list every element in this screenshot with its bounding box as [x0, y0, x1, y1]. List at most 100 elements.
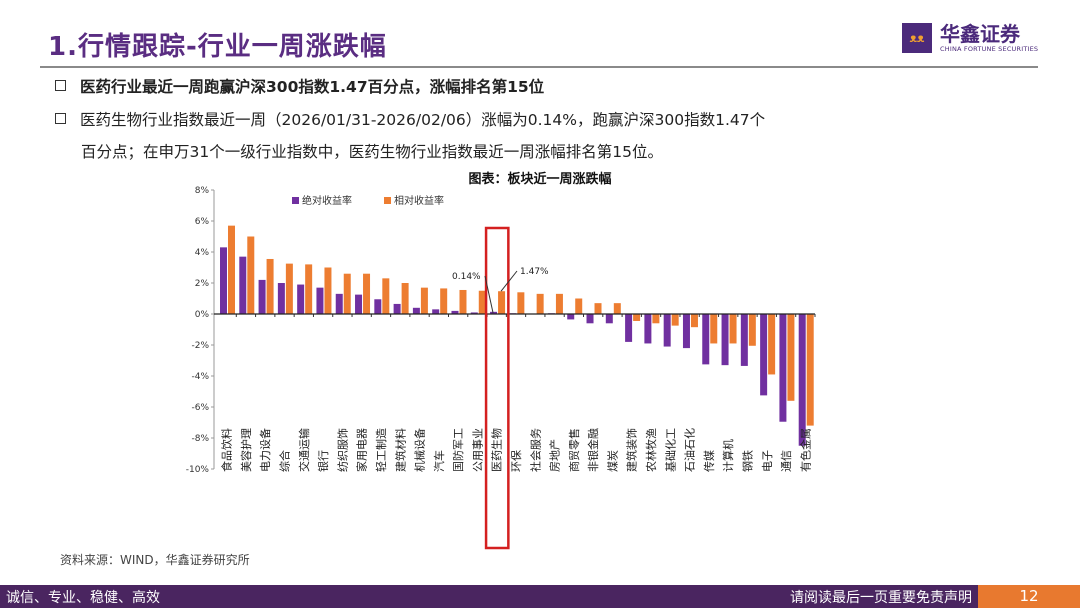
x-tick-label: 综合	[278, 450, 292, 472]
bullet-1: 医药行业最近一周跑赢沪深300指数1.47百分点，涨幅排名第15位	[55, 71, 544, 103]
x-tick-label: 机械设备	[413, 428, 427, 472]
bar-relative	[382, 278, 390, 314]
x-tick-label: 煤炭	[606, 450, 619, 472]
annotation-relative: 1.47%	[520, 267, 549, 277]
y-tick-label: -4%	[191, 372, 209, 382]
x-tick-label: 非银金融	[586, 428, 600, 472]
x-tick-label: 公用事业	[471, 428, 484, 472]
bar-relative	[652, 314, 660, 324]
bar-absolute	[470, 312, 478, 314]
bar-absolute	[644, 314, 652, 344]
bar-absolute	[760, 314, 768, 396]
bar-relative	[671, 314, 679, 326]
bar-relative	[768, 314, 776, 375]
x-tick-label: 交通运输	[297, 428, 311, 472]
bar-relative	[266, 258, 274, 314]
annotation-leader	[500, 270, 518, 292]
bar-absolute	[567, 314, 575, 320]
x-tick-label: 环保	[509, 450, 523, 472]
legend-swatch	[292, 197, 299, 204]
bar-relative	[806, 314, 814, 426]
bar-absolute	[682, 314, 690, 349]
x-tick-label: 计算机	[721, 439, 735, 472]
page-number: 12	[978, 585, 1080, 608]
bar-relative	[575, 298, 583, 314]
bar-relative	[710, 314, 718, 344]
bar-absolute	[721, 314, 729, 366]
bar-relative	[440, 288, 448, 314]
highlight-box	[484, 226, 510, 550]
y-tick-label: -2%	[191, 341, 209, 351]
bar-relative	[594, 303, 602, 314]
bar-absolute	[702, 314, 710, 365]
bullet-2: 医药生物行业指数最近一周（2026/01/31-2026/02/06）涨幅为0.…	[55, 104, 955, 168]
y-tick-label: 6%	[195, 217, 210, 227]
bullet-text-cont: 百分点；在申万31个一级行业指数中，医药生物行业指数最近一周涨幅排名第15位。	[81, 143, 663, 161]
x-tick-label: 石油石化	[683, 428, 697, 472]
bar-absolute	[490, 311, 498, 314]
x-tick-label: 农林牧渔	[644, 428, 658, 472]
bar-absolute	[239, 256, 247, 314]
bar-relative	[324, 267, 332, 314]
bar-relative	[478, 290, 486, 314]
x-tick-label: 电力设备	[258, 428, 272, 472]
logo-icon: ᴥᴥ	[902, 23, 932, 53]
bar-absolute	[355, 294, 363, 314]
y-tick-label: 0%	[195, 310, 210, 320]
bar-absolute	[412, 307, 420, 314]
x-tick-label: 汽车	[432, 450, 446, 472]
bar-relative	[787, 314, 795, 401]
logo-cn: 华鑫证券	[940, 22, 1020, 46]
annotation-absolute: 0.14%	[452, 272, 481, 282]
legend-label: 绝对收益率	[302, 194, 352, 207]
bar-relative	[536, 293, 544, 314]
y-tick-label: 8%	[195, 186, 210, 196]
bar-relative	[459, 289, 467, 314]
bar-relative	[690, 314, 698, 328]
bar-relative	[285, 263, 293, 314]
bar-absolute	[393, 303, 401, 314]
bar-relative	[517, 292, 525, 314]
chart-title: 图表：板块近一周涨跌幅	[468, 172, 612, 187]
company-logo: ᴥᴥ 华鑫证券 CHINA FORTUNE SECURITIES	[902, 23, 1038, 53]
bar-absolute	[374, 299, 382, 314]
bar-relative	[401, 283, 409, 314]
bar-absolute	[625, 314, 633, 342]
bar-relative	[305, 264, 313, 314]
bar-relative	[228, 225, 235, 314]
bar-absolute	[220, 247, 227, 314]
bar-absolute	[335, 293, 343, 314]
bullet-text: 医药生物行业指数最近一周（2026/01/31-2026/02/06）涨幅为0.…	[80, 111, 766, 129]
bar-relative	[613, 303, 621, 314]
x-tick-label: 通信	[780, 450, 793, 472]
annotation-leader	[484, 275, 494, 314]
bar-absolute	[277, 283, 285, 314]
x-tick-label: 银行	[316, 450, 330, 472]
bar-absolute	[586, 314, 594, 324]
y-tick-label: -6%	[191, 403, 209, 413]
x-tick-label: 国防军工	[451, 428, 465, 472]
x-tick-label: 医药生物	[490, 428, 504, 472]
page-title: 1.行情跟踪-行业一周涨跌幅	[48, 32, 387, 62]
y-tick-label: -10%	[186, 465, 210, 475]
y-tick-label: 4%	[195, 248, 210, 258]
x-tick-label: 美容护理	[239, 428, 253, 472]
bar-relative	[247, 236, 255, 314]
x-tick-label: 传媒	[703, 450, 716, 472]
bar-absolute	[740, 314, 748, 366]
x-tick-label: 商贸零售	[567, 428, 581, 472]
bar-relative	[363, 273, 371, 314]
x-tick-label: 有色金属	[798, 428, 812, 472]
x-tick-label: 轻工制造	[374, 428, 388, 472]
source-note: 资料来源：WIND，华鑫证券研究所	[60, 553, 250, 567]
bar-relative	[498, 291, 506, 314]
x-tick-label: 纺织服饰	[335, 428, 349, 472]
bar-absolute	[779, 314, 787, 422]
legend-label: 相对收益率	[394, 194, 444, 207]
footer-slogan: 诚信、专业、稳健、高效	[6, 590, 160, 606]
bar-absolute	[663, 314, 671, 347]
bullet-square-icon	[55, 113, 66, 124]
bar-absolute	[432, 309, 440, 314]
bar-absolute	[297, 284, 305, 314]
bar-relative	[729, 314, 737, 344]
